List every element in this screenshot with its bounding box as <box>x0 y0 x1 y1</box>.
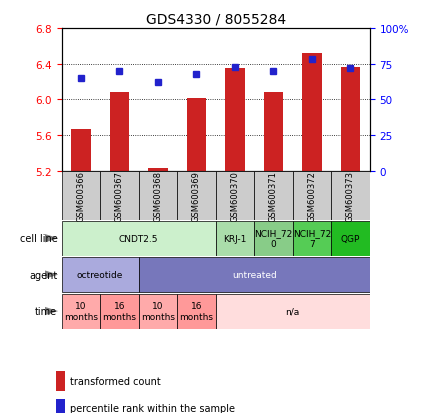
Text: cell line: cell line <box>20 234 57 244</box>
Bar <box>57 399 65 413</box>
Text: transformed count: transformed count <box>70 376 160 386</box>
FancyBboxPatch shape <box>100 294 139 329</box>
FancyBboxPatch shape <box>62 171 100 221</box>
Text: percentile rank within the sample: percentile rank within the sample <box>70 404 235 413</box>
Text: 10
months: 10 months <box>141 301 175 321</box>
Text: GSM600369: GSM600369 <box>192 171 201 221</box>
Bar <box>57 372 65 391</box>
FancyBboxPatch shape <box>62 221 215 256</box>
Polygon shape <box>45 271 58 279</box>
Text: GSM600367: GSM600367 <box>115 171 124 221</box>
Text: n/a: n/a <box>286 307 300 316</box>
FancyBboxPatch shape <box>62 258 139 292</box>
Text: QGP: QGP <box>341 234 360 243</box>
FancyBboxPatch shape <box>62 294 100 329</box>
Text: GSM600368: GSM600368 <box>153 171 162 221</box>
Bar <box>341 68 360 171</box>
Text: agent: agent <box>29 270 57 280</box>
FancyBboxPatch shape <box>331 221 370 256</box>
Text: 10
months: 10 months <box>64 301 98 321</box>
FancyBboxPatch shape <box>215 221 254 256</box>
Bar <box>264 93 283 171</box>
Text: 16
months: 16 months <box>102 301 136 321</box>
FancyBboxPatch shape <box>215 171 254 221</box>
Text: NCIH_72
7: NCIH_72 7 <box>293 229 331 248</box>
Text: GSM600366: GSM600366 <box>76 171 85 221</box>
Text: untreated: untreated <box>232 271 277 280</box>
Text: CNDT2.5: CNDT2.5 <box>119 234 159 243</box>
Text: GSM600372: GSM600372 <box>307 171 317 221</box>
Bar <box>110 93 129 171</box>
Title: GDS4330 / 8055284: GDS4330 / 8055284 <box>146 12 286 26</box>
Polygon shape <box>45 234 58 243</box>
Bar <box>187 98 206 171</box>
Bar <box>148 169 167 171</box>
FancyBboxPatch shape <box>254 221 293 256</box>
Text: GSM600371: GSM600371 <box>269 171 278 221</box>
FancyBboxPatch shape <box>254 171 293 221</box>
Bar <box>71 130 91 171</box>
Polygon shape <box>45 307 58 316</box>
FancyBboxPatch shape <box>293 221 331 256</box>
FancyBboxPatch shape <box>139 294 177 329</box>
FancyBboxPatch shape <box>100 171 139 221</box>
Text: KRJ-1: KRJ-1 <box>223 234 246 243</box>
FancyBboxPatch shape <box>177 294 215 329</box>
Text: GSM600370: GSM600370 <box>230 171 239 221</box>
FancyBboxPatch shape <box>293 171 331 221</box>
Text: 16
months: 16 months <box>179 301 213 321</box>
FancyBboxPatch shape <box>215 294 370 329</box>
FancyBboxPatch shape <box>139 258 370 292</box>
FancyBboxPatch shape <box>139 171 177 221</box>
Text: NCIH_72
0: NCIH_72 0 <box>254 229 292 248</box>
Text: time: time <box>35 306 57 316</box>
FancyBboxPatch shape <box>331 171 370 221</box>
Bar <box>302 54 322 171</box>
FancyBboxPatch shape <box>177 171 215 221</box>
Text: octreotide: octreotide <box>77 271 123 280</box>
Bar <box>225 69 244 171</box>
Text: GSM600373: GSM600373 <box>346 171 355 221</box>
